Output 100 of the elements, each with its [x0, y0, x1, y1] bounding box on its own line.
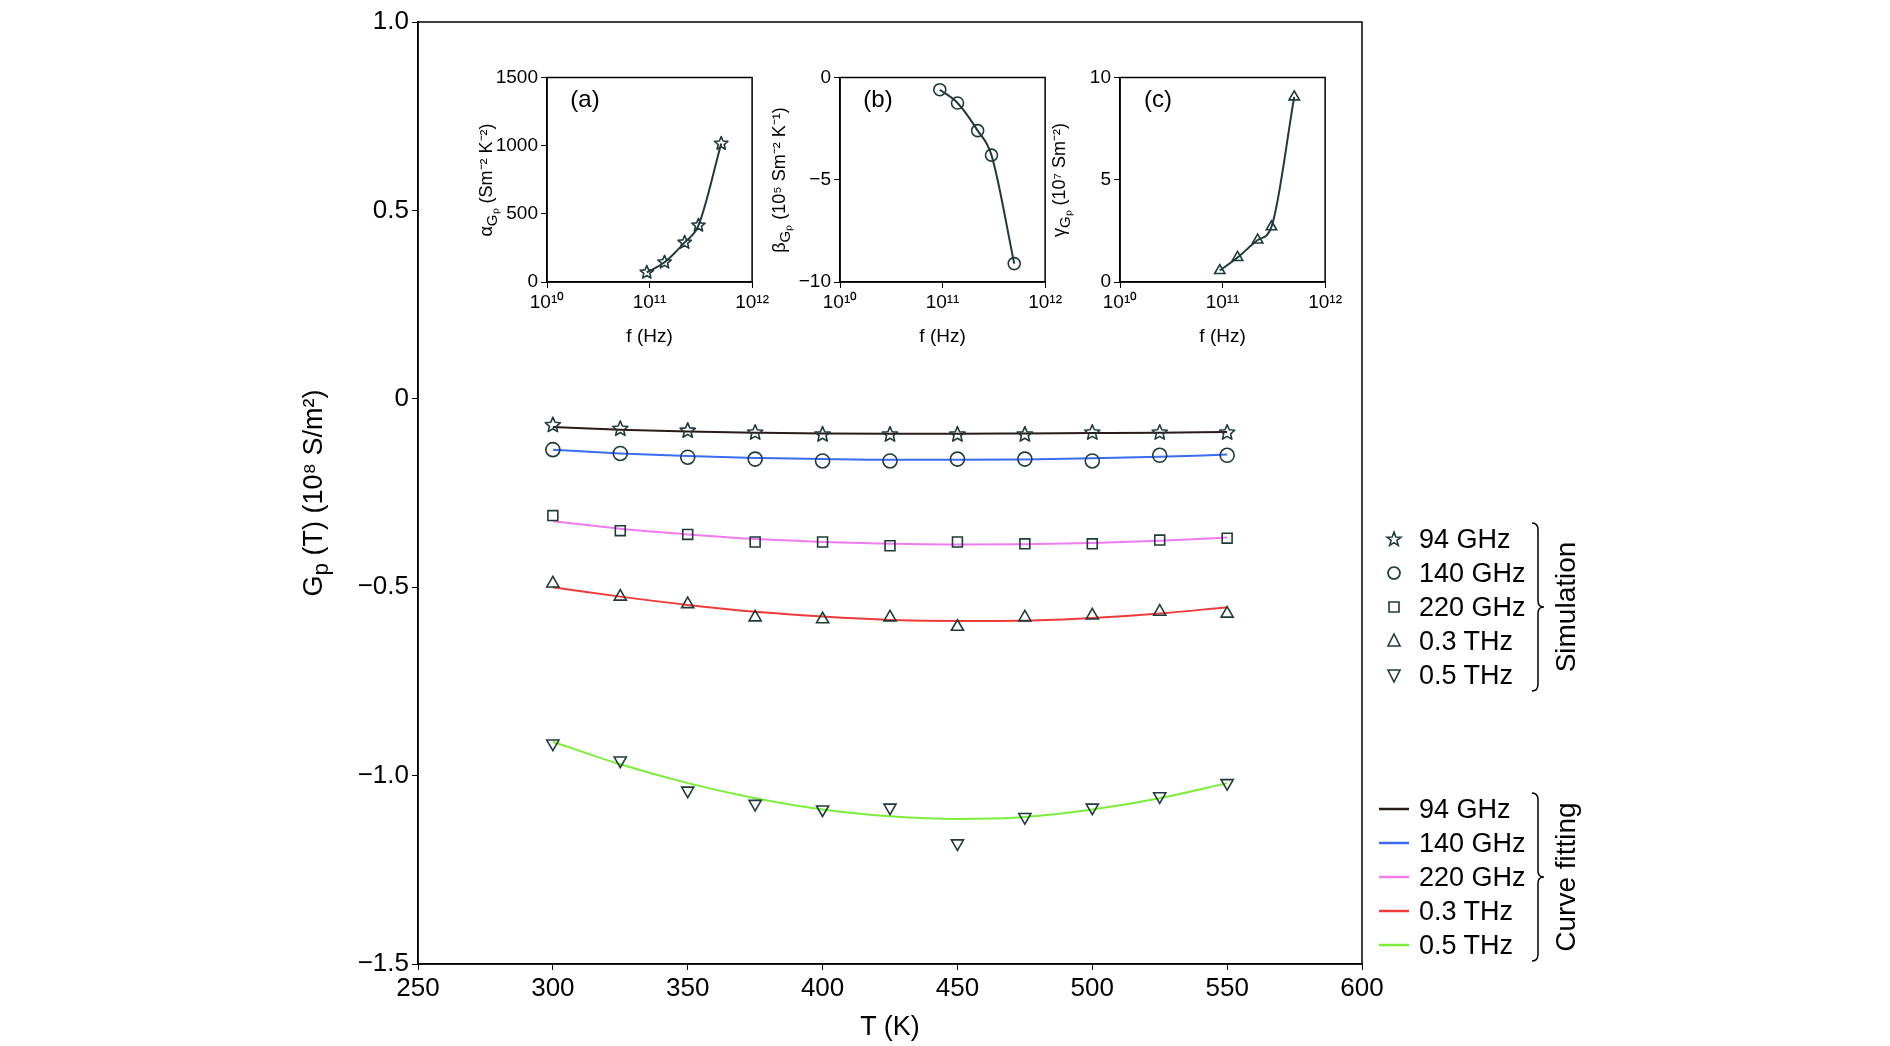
point [881, 425, 899, 442]
point [544, 416, 562, 433]
point [657, 254, 672, 269]
point [1152, 792, 1167, 805]
point [547, 509, 559, 522]
x-tick-label: 600 [1340, 971, 1384, 1002]
chart-title: (b) [863, 85, 893, 114]
x-tick-label: 10¹⁰ [822, 290, 858, 312]
point [1213, 263, 1226, 275]
point [748, 799, 763, 812]
point [677, 234, 693, 249]
point [680, 786, 695, 799]
x-tick-label: 450 [935, 971, 980, 1002]
point [1085, 803, 1100, 816]
x-tick-label: 10¹⁰ [529, 290, 565, 312]
legend-label: 220 GHz [1419, 861, 1526, 893]
point [1288, 90, 1301, 101]
x-tick-label: 10¹⁰ [1102, 290, 1138, 312]
point [1083, 423, 1101, 440]
y-tick-label: −10 [798, 270, 831, 292]
legend-label: 0.5 THz [1419, 659, 1514, 691]
point [933, 82, 947, 97]
point [746, 423, 764, 440]
x-tick-label: 10¹¹ [1205, 290, 1240, 312]
point [882, 453, 898, 469]
y-tick-label: −1.0 [357, 758, 409, 789]
point [1019, 538, 1031, 550]
point [950, 96, 965, 110]
point [1016, 425, 1034, 442]
point [1151, 447, 1168, 464]
x-tick-label: 300 [531, 971, 575, 1002]
legend-label: 0.3 THz [1419, 625, 1514, 657]
point [1086, 538, 1099, 550]
point [713, 135, 729, 151]
legend-label: 0.3 THz [1419, 895, 1514, 927]
point [1084, 453, 1101, 469]
point [814, 453, 831, 469]
point [816, 536, 829, 548]
point [545, 739, 560, 752]
point [612, 445, 629, 462]
point [949, 425, 966, 442]
point [815, 805, 830, 818]
x-tick-label: 10¹² [1308, 290, 1342, 312]
x-axis-title: f (Hz) [919, 325, 966, 347]
legend-label: 94 GHz [1419, 793, 1511, 825]
legend-label: 220 GHz [1419, 591, 1526, 623]
point [749, 536, 761, 548]
point [950, 839, 965, 852]
x-tick-label: 10¹² [735, 290, 769, 312]
point [1007, 256, 1022, 271]
point [613, 756, 628, 769]
point [747, 451, 763, 467]
y-tick-label: −5 [809, 167, 831, 189]
point [951, 536, 964, 548]
point [970, 123, 985, 138]
point [1221, 532, 1233, 544]
x-tick-label: 10¹¹ [925, 290, 960, 312]
chart-title: (c) [1144, 85, 1172, 114]
x-axis-title: f (Hz) [1199, 325, 1246, 347]
point [639, 264, 655, 279]
y-tick-label: 500 [506, 202, 538, 224]
x-axis-title: T (K) [860, 1010, 920, 1042]
point [1251, 233, 1264, 244]
point [1231, 250, 1244, 262]
point [1151, 423, 1169, 440]
point [814, 425, 831, 442]
point [1220, 778, 1235, 791]
legend-label: 0.5 THz [1419, 929, 1514, 961]
text: Simulation [1549, 541, 1582, 673]
point [679, 449, 696, 465]
point [884, 540, 896, 552]
y-tick-label: 10 [1089, 65, 1111, 87]
y-tick-label: −0.5 [357, 570, 409, 601]
text: Curve fitting [1549, 802, 1582, 952]
x-axis-title: f (Hz) [626, 325, 673, 347]
point [1219, 447, 1235, 464]
legend-label: 140 GHz [1419, 557, 1526, 589]
point [545, 441, 561, 458]
y-tick-label: 1500 [495, 65, 538, 87]
y-tick-label: 0.5 [372, 193, 409, 224]
y-tick-label: 0 [1100, 270, 1111, 292]
legend-label: 140 GHz [1419, 827, 1526, 859]
point [949, 451, 966, 467]
point [1218, 423, 1236, 440]
point [1018, 812, 1032, 825]
point [1153, 534, 1166, 546]
y-tick-label: 0 [394, 381, 409, 412]
x-tick-label: 10¹¹ [632, 290, 667, 312]
point [681, 528, 694, 541]
y-tick-label: 0 [820, 65, 831, 87]
point [883, 803, 897, 816]
y-tick-label: 0 [527, 270, 538, 292]
y-tick-label: 5 [1100, 167, 1111, 189]
point [611, 420, 629, 437]
x-tick-label: 400 [800, 971, 845, 1002]
point [1017, 451, 1033, 467]
point [679, 422, 697, 439]
chart-title: (a) [570, 85, 600, 114]
x-tick-label: 550 [1205, 971, 1249, 1002]
y-tick-label: 1.0 [372, 5, 409, 36]
